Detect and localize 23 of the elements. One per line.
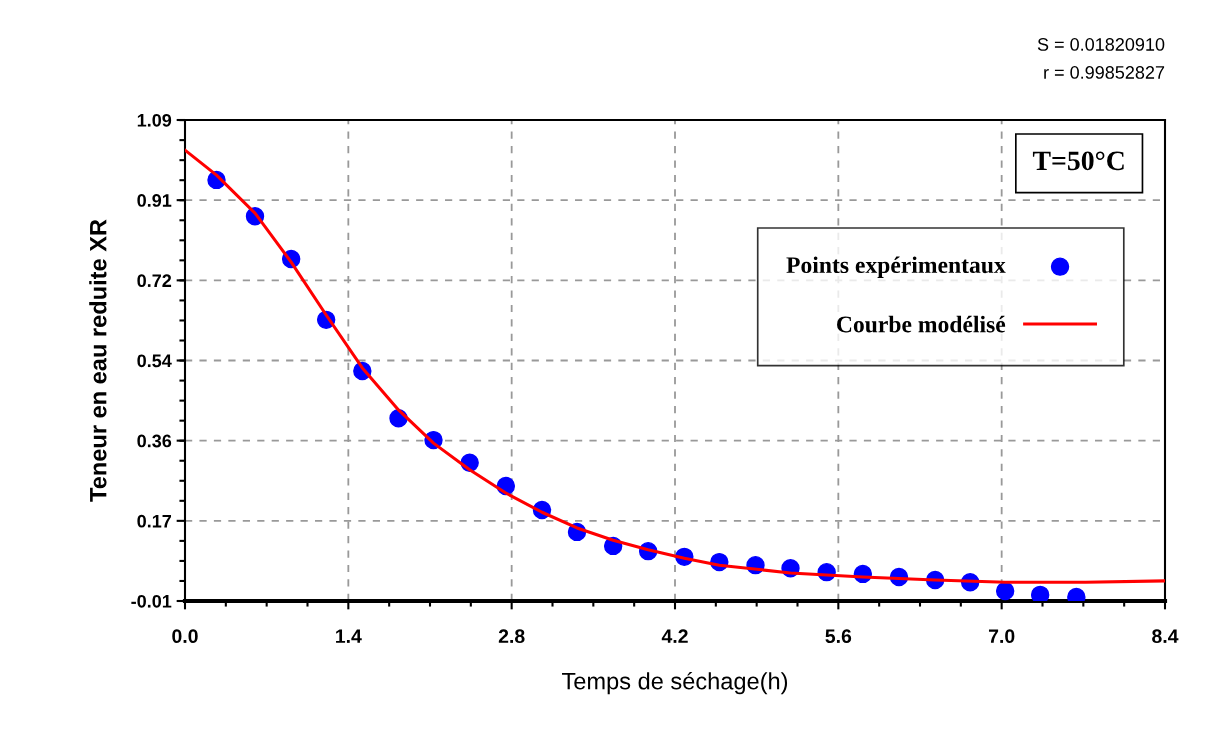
y-tick-label: -0.01 (131, 594, 172, 608)
x-tick-label: 4.2 (661, 629, 688, 643)
x-tick-label: 1.4 (336, 629, 362, 643)
x-tick-label: 7.0 (988, 629, 1015, 644)
y-tick-label: 0.72 (137, 274, 172, 288)
legend-label: Courbe modélisé (837, 315, 1006, 333)
x-tick-label: 0.0 (172, 629, 198, 644)
text: r = 0.99852827 (1044, 66, 1165, 79)
x-tick-label: 8.4 (1152, 629, 1179, 644)
y-tick-label: 1.09 (137, 113, 172, 127)
point (995, 581, 1015, 601)
x-tick-label: 2.8 (498, 629, 525, 644)
text: S = 0.01820910 (1037, 38, 1165, 51)
y-tick-label: 0.36 (137, 434, 172, 448)
x-axis-title: Temps de séchage(h) (562, 671, 788, 695)
y-tick-label: 0.54 (137, 354, 172, 368)
y-tick-label: 0.91 (137, 194, 172, 207)
y-tick-label: 0.17 (137, 514, 172, 528)
legend-label: Points expérimentaux (786, 256, 1006, 278)
annotation: T=50°C (1032, 151, 1124, 171)
y-axis-title: Teneur en eau reduite XR (89, 219, 107, 502)
x-tick-label: 5.6 (825, 629, 852, 644)
point (1030, 585, 1050, 601)
